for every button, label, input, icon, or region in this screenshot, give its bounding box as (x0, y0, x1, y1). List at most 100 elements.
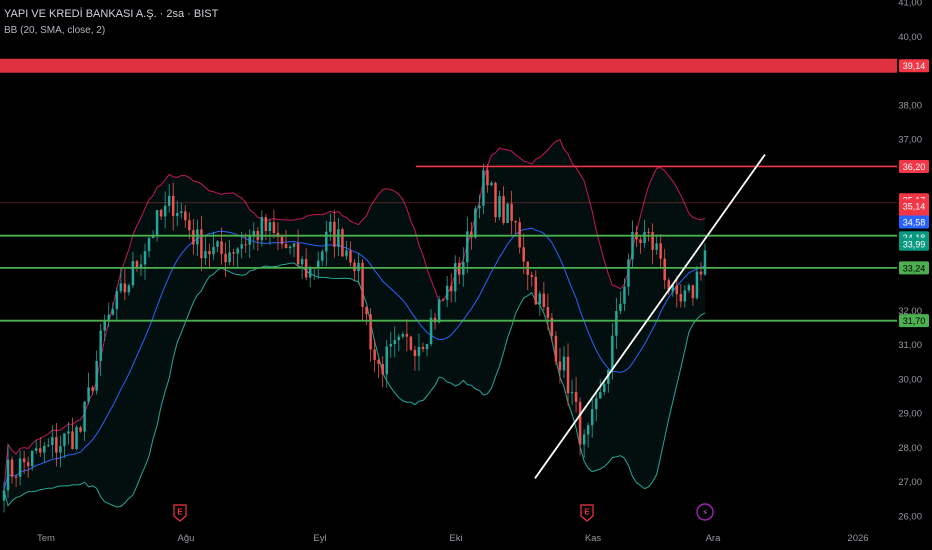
candle-body (308, 267, 312, 278)
candle-body (47, 445, 50, 447)
candle-body (482, 170, 485, 206)
candle-body (683, 290, 687, 302)
candle-body (163, 205, 167, 217)
candle-body (184, 211, 187, 221)
candle-body (667, 280, 670, 292)
price-tick-label: 31,00 (898, 340, 922, 351)
price-tag-label: 34,58 (903, 217, 926, 227)
price-tick-label: 38,00 (898, 100, 922, 111)
candle-body (627, 259, 630, 287)
candle-body (401, 333, 405, 337)
price-tag-label: 39,14 (903, 61, 926, 71)
time-tick-label: Tem (37, 533, 55, 544)
candle-body (139, 264, 143, 268)
candle-body (546, 307, 550, 318)
price-tag (899, 215, 929, 229)
price-tag (899, 59, 929, 73)
candle-body (292, 243, 296, 247)
candle-body (2, 490, 6, 501)
candle-body (647, 231, 650, 233)
candle-body (244, 244, 247, 246)
candle-body (248, 236, 251, 245)
price-tick-label: 29,00 (898, 409, 922, 420)
candle-body (425, 344, 429, 350)
candle-body (39, 448, 42, 453)
candle-body (143, 251, 147, 265)
candle-body (59, 446, 62, 453)
candle-body (341, 229, 344, 257)
price-tick-label: 27,00 (898, 477, 922, 488)
candle-body (570, 392, 574, 394)
candle-body (441, 299, 445, 301)
candle-body (478, 205, 481, 209)
candle-body (542, 293, 546, 308)
candle-body (107, 314, 110, 321)
candle-body (651, 232, 654, 250)
horizontal-levels[interactable] (0, 58, 897, 322)
candle-body (365, 306, 368, 315)
candle-body (18, 458, 22, 477)
candle-body (26, 462, 30, 467)
candle-body (357, 262, 360, 272)
candle-body (208, 251, 211, 255)
candle-body (393, 340, 397, 345)
candle-body (373, 349, 376, 360)
candle-body (175, 212, 179, 216)
candle-body (151, 235, 155, 239)
trendline-layer[interactable] (534, 153, 766, 479)
candle-body (691, 285, 695, 299)
candle-body (131, 261, 135, 286)
price-tick-label: 37,00 (898, 135, 922, 146)
candle-body (671, 285, 675, 292)
candle-body (611, 335, 614, 370)
candle-body (631, 231, 634, 260)
dividend-marker-label: ⚡ (702, 508, 708, 518)
candle-body (405, 333, 409, 337)
indicator-legend[interactable]: BB (20, SMA, close, 2) (4, 25, 106, 36)
time-axis[interactable]: Tem Ağu Eyl Eki Kas Ara 2026 (37, 533, 869, 544)
candle-body (449, 285, 453, 292)
candle-body (99, 330, 102, 361)
price-tick-label: 26,00 (898, 512, 922, 523)
candle-body (603, 383, 606, 393)
event-markers[interactable]: E E ⚡ (173, 503, 714, 522)
candle-body (200, 229, 203, 259)
price-tag (899, 237, 929, 251)
price-tick-label: 30,00 (898, 374, 922, 385)
trendline (534, 153, 766, 479)
candle-body (119, 283, 123, 292)
candle-body (679, 293, 683, 302)
candle-body (623, 286, 626, 304)
earnings-marker-label: E (177, 508, 183, 517)
candle-body (216, 241, 219, 247)
candle-body (34, 448, 38, 451)
price-tick-label: 32,00 (898, 306, 922, 317)
candle-body (578, 401, 582, 445)
candle-body (345, 250, 348, 257)
candle-body (123, 283, 127, 293)
candle-body (329, 221, 332, 232)
candle-body (232, 252, 235, 254)
candle-body (135, 261, 139, 268)
candle-body (95, 360, 98, 391)
candle-body (316, 260, 320, 268)
candle-body (300, 259, 304, 265)
candle-body (486, 170, 489, 186)
candle-body (361, 262, 364, 307)
candle-body (421, 346, 425, 350)
candle-body (514, 220, 517, 223)
candle-body (55, 437, 58, 453)
price-axis[interactable]: 26,00 27,00 28,00 29,00 30,00 31,00 32,00 37,00… (898, 0, 922, 523)
price-tag-label: 33,24 (903, 263, 926, 273)
candle-body (502, 196, 505, 223)
candle-body (377, 359, 380, 364)
candle-body (236, 248, 239, 254)
candle-body (296, 243, 300, 265)
candle-body (409, 336, 413, 350)
candle-body (574, 392, 578, 402)
candle-body (494, 182, 497, 218)
candle-body (381, 363, 384, 375)
candle-body (14, 476, 18, 478)
